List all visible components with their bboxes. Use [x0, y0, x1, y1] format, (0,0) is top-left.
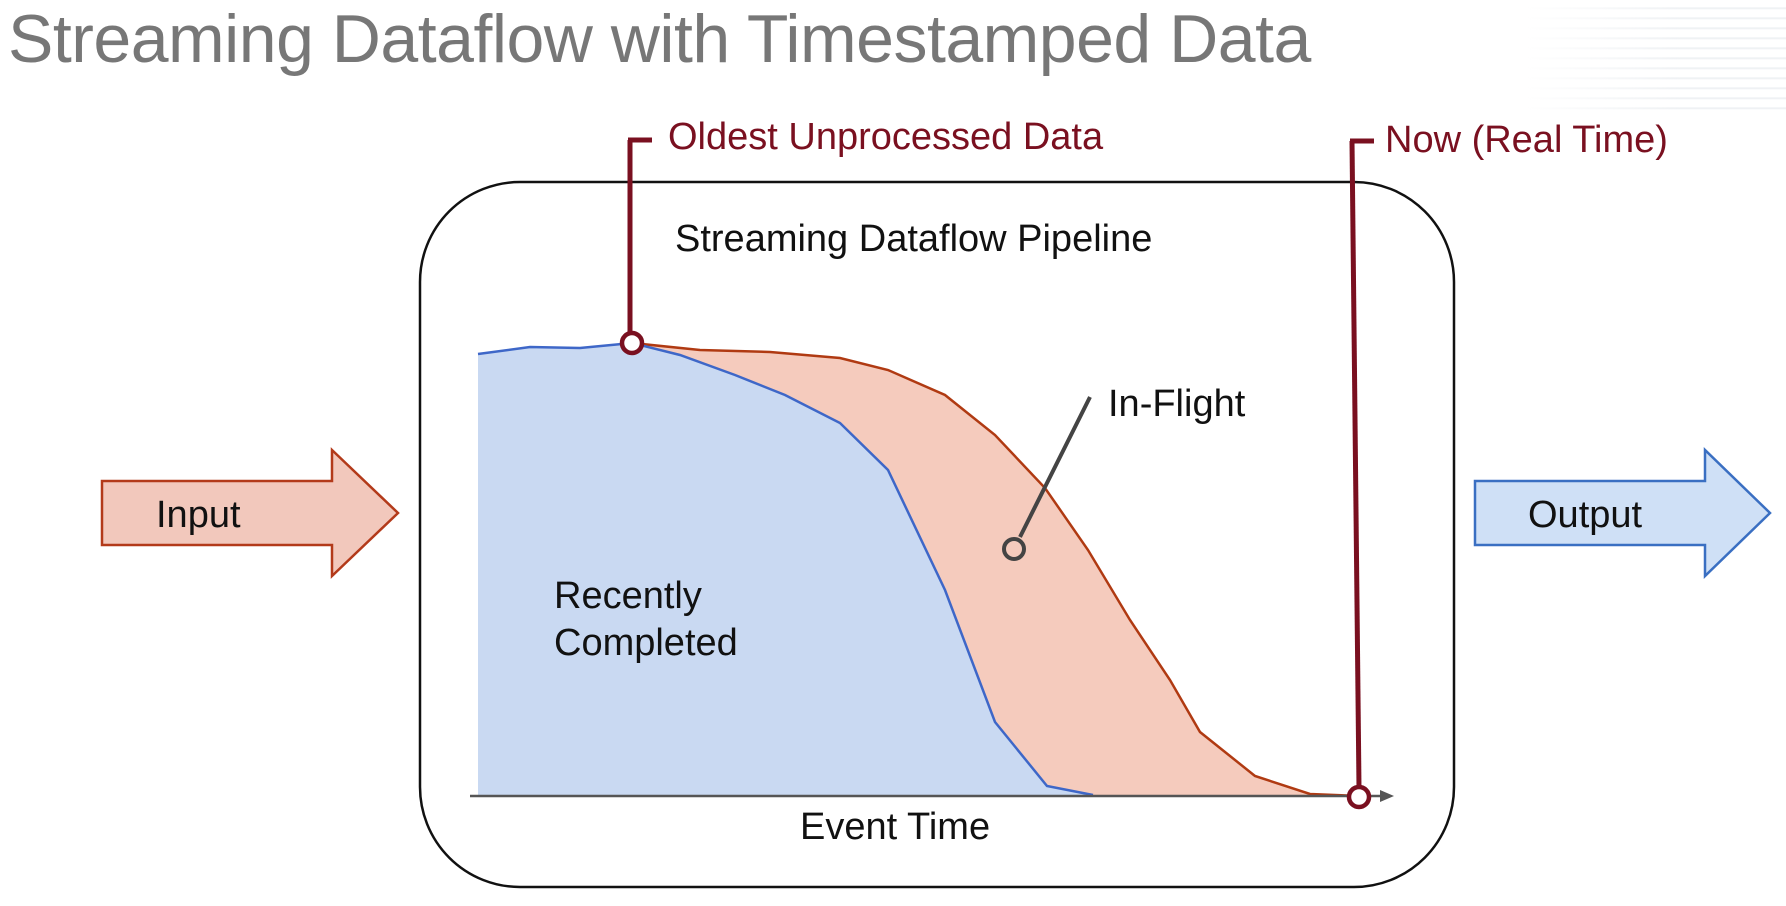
- oldest-unprocessed-label: Oldest Unprocessed Data: [668, 116, 1104, 158]
- recently-completed-area: [478, 343, 1093, 795]
- pipeline-box: [418, 180, 1456, 889]
- output-label: Output: [1528, 494, 1643, 536]
- output-arrow: [1473, 447, 1772, 579]
- event-time-axis-label: Event Time: [800, 806, 991, 848]
- recently-completed-edge: [477, 341, 1094, 797]
- input-label: Input: [156, 494, 241, 536]
- axis-arrowhead-icon: [1380, 790, 1394, 802]
- in-flight-pointer: [1002, 396, 1092, 561]
- pipeline-label: Streaming Dataflow Pipeline: [675, 218, 1153, 260]
- now-real-time-label: Now (Real Time): [1385, 119, 1668, 161]
- recently-completed-label-line2: Completed: [554, 622, 738, 664]
- in-flight-label: In-Flight: [1108, 383, 1246, 425]
- decorative-stripes: [1526, 0, 1786, 110]
- now-real-time-marker: [1346, 138, 1374, 810]
- input-arrow: [100, 447, 400, 579]
- in-flight-area: [632, 343, 1360, 796]
- oldest-unprocessed-marker: [619, 137, 652, 356]
- recently-completed-label-line1: Recently: [554, 575, 702, 617]
- slide-title: Streaming Dataflow with Timestamped Data: [8, 1, 1311, 77]
